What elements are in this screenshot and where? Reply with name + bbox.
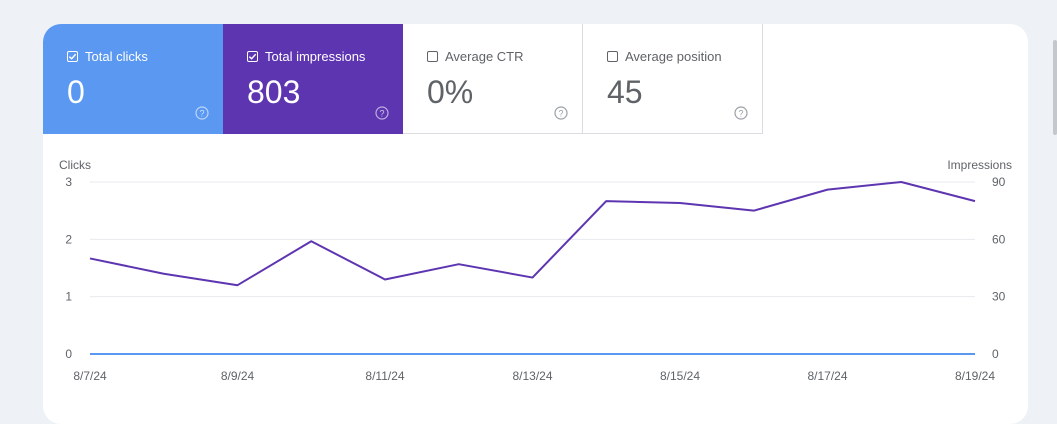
x-tick-label: 8/7/24 [73, 369, 107, 383]
metric-value: 0 [67, 74, 85, 110]
right-tick-label: 60 [992, 232, 1006, 246]
left-tick-label: 3 [65, 175, 72, 189]
help-icon[interactable]: ? [375, 106, 389, 120]
x-tick-label: 8/17/24 [807, 369, 847, 383]
metric-total-impressions[interactable]: Total impressions 803 ? [223, 24, 403, 134]
metric-label: Total impressions [265, 49, 366, 64]
metric-header: Total clicks [67, 49, 148, 64]
metric-header: Average position [607, 49, 722, 64]
metric-header: Average CTR [427, 49, 524, 64]
metric-value: 0% [427, 74, 474, 110]
performance-card: Total clicks 0 ? Total impressions 803 ?… [43, 24, 1028, 424]
svg-text:?: ? [558, 108, 563, 118]
help-icon[interactable]: ? [554, 106, 568, 120]
x-tick-label: 8/19/24 [955, 369, 995, 383]
svg-text:?: ? [379, 108, 384, 118]
svg-text:?: ? [738, 108, 743, 118]
metric-label: Total clicks [85, 49, 148, 64]
x-tick-label: 8/15/24 [660, 369, 700, 383]
metric-label: Average position [625, 49, 722, 64]
right-tick-label: 90 [992, 175, 1006, 189]
metric-total-clicks[interactable]: Total clicks 0 ? [43, 24, 223, 134]
metric-label: Average CTR [445, 49, 524, 64]
left-tick-label: 1 [65, 290, 72, 304]
x-tick-label: 8/13/24 [512, 369, 552, 383]
right-tick-label: 30 [992, 290, 1006, 304]
series-line-impressions [89, 181, 976, 287]
svg-text:?: ? [199, 108, 204, 118]
metric-value: 45 [607, 74, 643, 110]
left-tick-label: 0 [65, 347, 72, 361]
metric-header: Total impressions [247, 49, 365, 64]
left-axis-title: Clicks [59, 158, 91, 172]
x-tick-label: 8/11/24 [365, 369, 404, 383]
help-icon[interactable]: ? [734, 106, 748, 120]
metric-average-ctr[interactable]: Average CTR 0% ? [403, 24, 583, 134]
checkbox-unchecked-icon[interactable] [607, 51, 618, 62]
checkbox-checked-icon[interactable] [67, 51, 78, 62]
checkbox-unchecked-icon[interactable] [427, 51, 438, 62]
right-axis-title: Impressions [947, 158, 1012, 172]
scrollbar-thumb[interactable] [1053, 40, 1057, 135]
checkbox-checked-icon[interactable] [247, 51, 258, 62]
metric-value: 803 [247, 74, 301, 110]
help-icon[interactable]: ? [195, 106, 209, 120]
right-tick-label: 0 [992, 347, 999, 361]
metric-tabs: Total clicks 0 ? Total impressions 803 ?… [43, 24, 763, 134]
left-tick-label: 2 [65, 232, 72, 246]
x-tick-label: 8/9/24 [221, 369, 255, 383]
metric-average-position[interactable]: Average position 45 ? [583, 24, 763, 134]
